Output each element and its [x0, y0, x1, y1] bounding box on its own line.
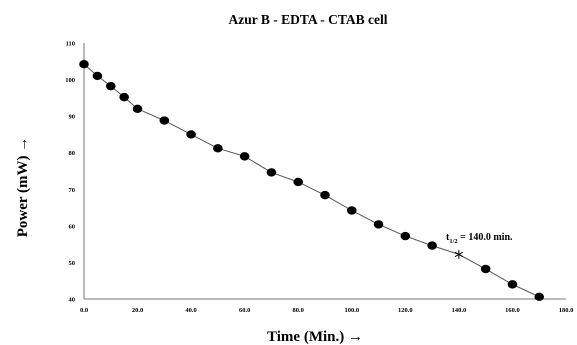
x-tick-label: 120.0 [398, 307, 413, 314]
annotation-subscript: 1/2 [449, 238, 457, 245]
data-point [119, 92, 129, 102]
annotation-t: t [446, 232, 450, 243]
x-tick-label: 60.0 [239, 307, 250, 314]
data-point [293, 177, 304, 187]
x-tick-label: 0.0 [80, 307, 88, 314]
data-point [266, 168, 277, 177]
y-tick-label: 60 [69, 223, 76, 230]
y-tick-label: 40 [69, 297, 76, 304]
y-tick-label: 110 [66, 41, 75, 48]
data-point [79, 60, 89, 69]
y-tick-label: 70 [69, 187, 76, 194]
plot-area [83, 43, 566, 300]
y-tick-labels: 40 50 60 70 80 90 100 110 [65, 41, 75, 304]
x-tick-label: 180.0 [559, 307, 574, 314]
data-point [239, 152, 250, 161]
series-layer [79, 60, 545, 302]
y-tick-label: 50 [69, 260, 76, 267]
series-line [83, 63, 540, 298]
x-tick-label: 160.0 [505, 307, 520, 314]
data-point [507, 280, 518, 289]
x-tick-label: 20.0 [132, 307, 143, 314]
data-point [320, 190, 330, 200]
x-tick-label: 100.0 [344, 307, 359, 314]
y-axis-label: Power (mW) → [15, 137, 31, 238]
data-point [159, 116, 170, 125]
data-point [132, 104, 143, 114]
y-tick-label: 80 [69, 150, 76, 157]
y-tick-label: 90 [69, 114, 76, 121]
data-point [427, 241, 437, 250]
chart-title: Azur B - EDTA - CTAB cell [229, 12, 388, 27]
star-marker [454, 249, 464, 259]
data-point [105, 81, 116, 91]
x-tick-labels: 0.0 20.0 40.0 60.0 80.0 100.0 120.0 140.0 160.0 1… [80, 307, 573, 314]
x-tick-label: 80.0 [293, 307, 304, 314]
data-point [213, 144, 223, 153]
data-point [346, 206, 357, 215]
x-tick-label: 140.0 [452, 307, 467, 314]
data-point [400, 231, 411, 241]
half-life-annotation: t1/2 = 140.0 min. [446, 232, 513, 245]
y-tick-label: 100 [65, 77, 75, 84]
data-point [92, 71, 103, 81]
annotation-value: = 140.0 min. [458, 232, 513, 243]
data-point [186, 130, 196, 139]
data-point [534, 292, 545, 302]
data-point [373, 220, 384, 229]
x-tick-label: 40.0 [185, 307, 196, 314]
x-axis-label: Time (Min.) → [267, 329, 363, 345]
data-point [480, 264, 491, 274]
